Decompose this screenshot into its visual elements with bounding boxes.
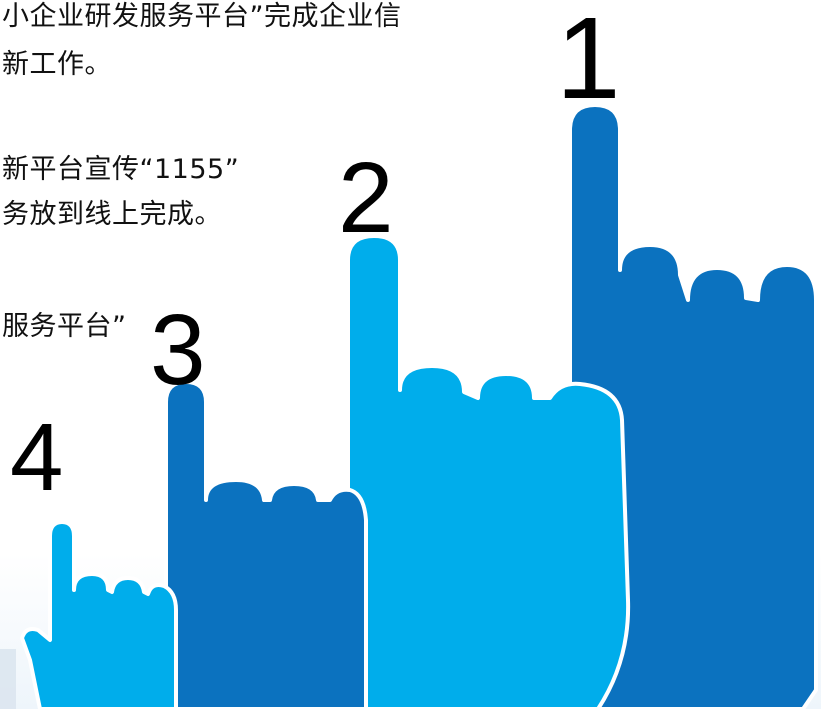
number-1: 1 [556, 0, 621, 123]
hand-4-icon [20, 520, 178, 709]
hand-3-shape [164, 380, 368, 709]
number-2: 2 [338, 142, 394, 254]
text-line-3: 新平台宣传“1155” [2, 154, 240, 185]
text-line-5: 服务平台” [2, 311, 127, 342]
hand-2-icon [346, 234, 631, 709]
hand-4-shape [20, 520, 178, 709]
floor-tile [0, 649, 16, 709]
hand-1-icon [568, 103, 818, 709]
number-3: 3 [150, 294, 206, 406]
text-line-1: 小企业研发服务平台”完成企业信 [2, 1, 402, 32]
text-line-2: 新工作。 [2, 49, 112, 80]
number-4: 4 [10, 404, 64, 511]
text-line-4: 务放到线上完成。 [2, 199, 222, 230]
hand-1-shape [568, 103, 818, 709]
hand-3-icon [164, 380, 368, 709]
hand-2-shape [346, 234, 631, 709]
